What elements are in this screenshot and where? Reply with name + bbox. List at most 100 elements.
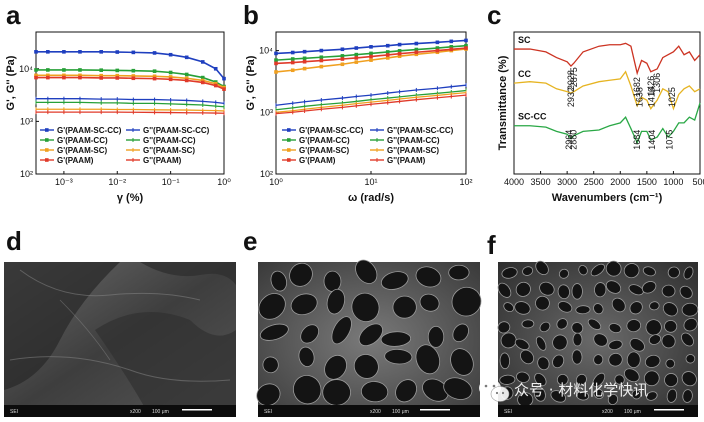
legend-label: G'(PAAM-SC-CC) <box>299 126 364 135</box>
sem-pore <box>552 354 565 369</box>
y-axis-label: G', G'' (Pa) <box>245 55 257 110</box>
data-point <box>385 56 390 60</box>
sem-pore <box>380 271 409 290</box>
data-point <box>78 50 82 54</box>
legend-label: G'(PAAM-SC-CC) <box>57 126 122 135</box>
sem-f-caption-mag: x200 <box>602 409 613 415</box>
sem-pore <box>537 356 550 371</box>
data-point <box>115 50 120 54</box>
sem-pore <box>427 325 445 348</box>
data-point <box>152 69 157 73</box>
sem-pore <box>662 302 678 317</box>
sem-pore <box>550 390 566 403</box>
sem-pore <box>331 316 352 345</box>
x-tick-label: 10⁻³ <box>55 177 73 187</box>
sem-pore <box>643 370 660 387</box>
data-point <box>290 50 295 55</box>
sem-pore <box>497 321 511 334</box>
sem-pore <box>679 285 693 299</box>
sem-pore <box>571 283 583 300</box>
panel-label-f: f <box>487 230 496 260</box>
sem-pore <box>535 260 549 276</box>
sem-pore <box>683 266 694 280</box>
data-point <box>340 47 345 52</box>
sem-pore <box>557 301 573 313</box>
sem-image-e: SEI x200 100 μm <box>256 259 482 417</box>
sem-pore <box>419 293 440 312</box>
data-point <box>46 73 50 78</box>
legend-label: G''(PAAM) <box>143 156 182 165</box>
sem-pore <box>514 301 531 315</box>
data-point <box>62 73 66 78</box>
sem-pore <box>593 388 604 400</box>
sem-pore <box>682 389 693 403</box>
sem-pore <box>576 391 590 401</box>
sem-pore <box>593 354 604 366</box>
legend-label: G''(PAAM-CC) <box>387 136 440 145</box>
data-point <box>131 68 136 73</box>
data-point <box>302 56 307 61</box>
sem-pore <box>557 284 570 300</box>
data-point <box>369 54 373 59</box>
sem-pore <box>353 354 379 379</box>
sem-pore <box>503 302 515 312</box>
sem-pore <box>262 356 279 374</box>
sem-pore <box>415 344 441 375</box>
panel-label-c: c <box>487 0 501 30</box>
legend-marker <box>287 138 291 142</box>
data-point <box>340 57 345 61</box>
data-point <box>414 50 419 55</box>
data-point <box>290 68 295 73</box>
ftir-trace <box>514 42 701 76</box>
data-point <box>302 49 307 54</box>
sem-pore <box>623 263 640 279</box>
chart-c-ftir: 4000 3500 3000 2500 2000 1500 1000 500 Wavenumbe… <box>497 31 704 204</box>
data-point <box>115 68 120 73</box>
x-axis-label: Wavenumbers (cm⁻¹) <box>552 192 663 204</box>
ftir-trace <box>513 70 701 111</box>
sem-pore <box>666 388 678 403</box>
sem-pore <box>326 288 346 315</box>
data-point <box>222 76 226 81</box>
sem-pore <box>681 371 697 387</box>
data-point <box>168 75 173 79</box>
legend-label: G''(PAAM-SC) <box>387 146 439 155</box>
data-point <box>46 75 50 80</box>
sem-pore <box>631 389 642 400</box>
peak-label: 1684 <box>632 130 642 150</box>
sem-pore <box>323 270 342 292</box>
sem-pore <box>607 393 619 406</box>
sem-pore <box>649 301 660 311</box>
sem-pore <box>590 263 605 277</box>
data-point <box>449 39 454 44</box>
peak-label: 1075 <box>664 130 674 150</box>
data-point <box>78 75 82 80</box>
data-point <box>385 53 390 57</box>
peak-label: 2875 <box>569 67 579 87</box>
legend-label: G''(PAAM-SC) <box>143 146 195 155</box>
sem-pore <box>534 372 547 387</box>
ftir-series-label: SC-CC <box>518 112 547 122</box>
x-tick-label: 10⁰ <box>217 177 231 187</box>
sem-pore <box>571 322 584 334</box>
data-point <box>290 57 295 61</box>
data-point <box>46 68 50 72</box>
chart-b-frequency-sweep: 10⁰ 10¹ 10² 10² 10³ 10⁴ ω (rad/s) G', G'' (Pa) G… <box>245 31 473 204</box>
ftir-series-label: CC <box>518 69 531 79</box>
sem-pore <box>664 373 679 388</box>
sem-pore <box>611 297 626 313</box>
sem-pore <box>539 281 555 296</box>
sem-pore <box>614 374 625 385</box>
data-point <box>340 54 345 58</box>
data-point <box>414 52 419 57</box>
sem-pore <box>533 386 546 402</box>
data-point <box>397 54 402 59</box>
data-point <box>274 61 278 66</box>
y-axis-label: Transmittance (%) <box>497 55 509 150</box>
peak-label: 2964 <box>564 130 574 150</box>
sem-pore <box>358 323 383 347</box>
data-point <box>213 83 218 88</box>
data-point <box>435 46 440 50</box>
legend-label: G'(PAAM) <box>299 156 336 165</box>
